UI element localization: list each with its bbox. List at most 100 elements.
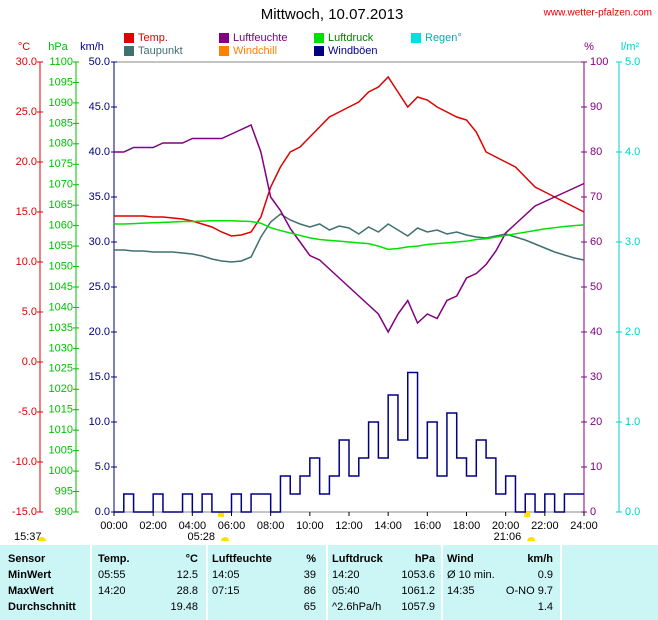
axis-unit: % (584, 41, 594, 53)
legend-swatch (314, 33, 324, 43)
legend-label: Regen° (425, 32, 462, 44)
table-cell: Durchschnitt (8, 601, 76, 613)
table-cell: 07:15 (212, 585, 240, 597)
y-tick-label: 1090 (49, 97, 73, 109)
table-cell: 14:35 (447, 585, 475, 597)
axis-unit: km/h (80, 41, 104, 53)
y-tick-label: 35.0 (89, 191, 110, 203)
legend-swatch (219, 33, 229, 43)
table-cell: °C (185, 553, 198, 565)
legend-label: Temp. (138, 32, 168, 44)
sun-marker (218, 512, 225, 517)
y-tick-label: 30.0 (16, 56, 37, 68)
table-cell: ^2.6hPa/h (332, 601, 382, 613)
y-tick-label: 0 (590, 506, 596, 518)
table-cell: 65 (303, 601, 316, 613)
y-tick-label: 50 (590, 281, 602, 293)
legend-swatch (124, 33, 134, 43)
table-cell: % (306, 553, 316, 565)
sun-icon (38, 537, 46, 541)
sun-label: 21:06 (494, 531, 522, 543)
y-tick-label: 30 (590, 371, 602, 383)
column-separator (441, 545, 443, 620)
y-tick-label: 0.0 (625, 506, 640, 518)
day-length: 15:37 (14, 531, 42, 543)
y-tick-label: 40 (590, 326, 602, 338)
legend-label: Windböen (328, 45, 378, 57)
y-tick-label: 1030 (49, 342, 73, 354)
table-cell: Sensor (8, 553, 46, 565)
y-tick-label: 1015 (49, 404, 73, 416)
y-tick-label: 20.0 (89, 326, 110, 338)
x-tick-label: 16:00 (414, 520, 442, 532)
table-cell: Temp. (98, 553, 130, 565)
sun-icon (527, 537, 536, 541)
y-tick-label: 40.0 (89, 146, 110, 158)
x-tick-label: 06:00 (218, 520, 246, 532)
x-tick-label: 02:00 (139, 520, 167, 532)
y-tick-label: 1085 (49, 117, 73, 129)
series-line (114, 219, 585, 251)
y-tick-label: 20.0 (16, 156, 37, 168)
column-separator (560, 545, 562, 620)
y-tick-label: 1080 (49, 138, 73, 150)
y-tick-label: -10.0 (12, 456, 37, 468)
y-tick-label: 50.0 (89, 56, 110, 68)
legend-swatch (219, 46, 229, 56)
table-cell: 05:55 (98, 569, 126, 581)
legend-swatch (411, 33, 421, 43)
x-tick-label: 08:00 (257, 520, 285, 532)
legend-label: Taupunkt (138, 45, 183, 57)
x-tick-label: 20:00 (492, 520, 520, 532)
y-tick-label: 1050 (49, 260, 73, 272)
x-tick-label: 04:00 (179, 520, 207, 532)
y-tick-label: 1025 (49, 363, 73, 375)
x-tick-label: 10:00 (296, 520, 324, 532)
y-tick-label: 10 (590, 461, 602, 473)
x-tick-label: 12:00 (335, 520, 363, 532)
axis-unit: hPa (48, 41, 68, 53)
x-tick-label: 00:00 (100, 520, 128, 532)
y-tick-label: 1000 (49, 465, 73, 477)
y-tick-label: 4.0 (625, 146, 640, 158)
y-tick-label: 10.0 (89, 416, 110, 428)
table-cell: 1061.2 (401, 585, 435, 597)
y-tick-label: 1055 (49, 240, 73, 252)
y-tick-label: 0.0 (95, 506, 110, 518)
axis-unit: l/m² (621, 41, 640, 53)
legend-swatch (314, 46, 324, 56)
table-cell: MaxWert (8, 585, 54, 597)
table-cell: 05:40 (332, 585, 360, 597)
y-tick-label: 25.0 (16, 106, 37, 118)
y-tick-label: 5.0 (22, 306, 37, 318)
sun-label: 05:28 (188, 531, 216, 543)
x-tick-label: 24:00 (570, 520, 598, 532)
x-tick-label: 14:00 (374, 520, 402, 532)
x-tick-label: 22:00 (531, 520, 559, 532)
table-cell: 28.8 (176, 585, 198, 597)
table-cell: hPa (414, 553, 435, 565)
chart: Mittwoch, 10.07.2013 www.wetter-pfalzen.… (12, 6, 652, 543)
column-separator (326, 545, 328, 620)
stats-table: Sensor Temp. °C Luftfeuchte% Luftdruck hPa Win… (0, 545, 658, 620)
y-tick-label: 30.0 (89, 236, 110, 248)
y-tick-label: 995 (55, 485, 73, 497)
sun-marker (524, 512, 531, 517)
y-tick-label: 0.0 (22, 356, 37, 368)
table-cell: O-NO 9.7 (505, 585, 553, 597)
y-tick-label: 70 (590, 191, 602, 203)
y-tick-label: 80 (590, 146, 602, 158)
source: www.wetter-pfalzen.com (543, 8, 652, 19)
x-tick-label: 18:00 (453, 520, 481, 532)
y-tick-label: 15.0 (89, 371, 110, 383)
legend-label: Windchill (233, 45, 277, 57)
series-line (114, 371, 584, 513)
table-cell: 14:20 (332, 569, 360, 581)
table-cell: MinWert (8, 569, 52, 581)
column-separator (90, 545, 92, 620)
table-cell: 0.9 (537, 569, 553, 581)
sun-icon (221, 537, 230, 541)
y-tick-label: 20 (590, 416, 602, 428)
table-cell: Luftdruck (332, 553, 383, 565)
